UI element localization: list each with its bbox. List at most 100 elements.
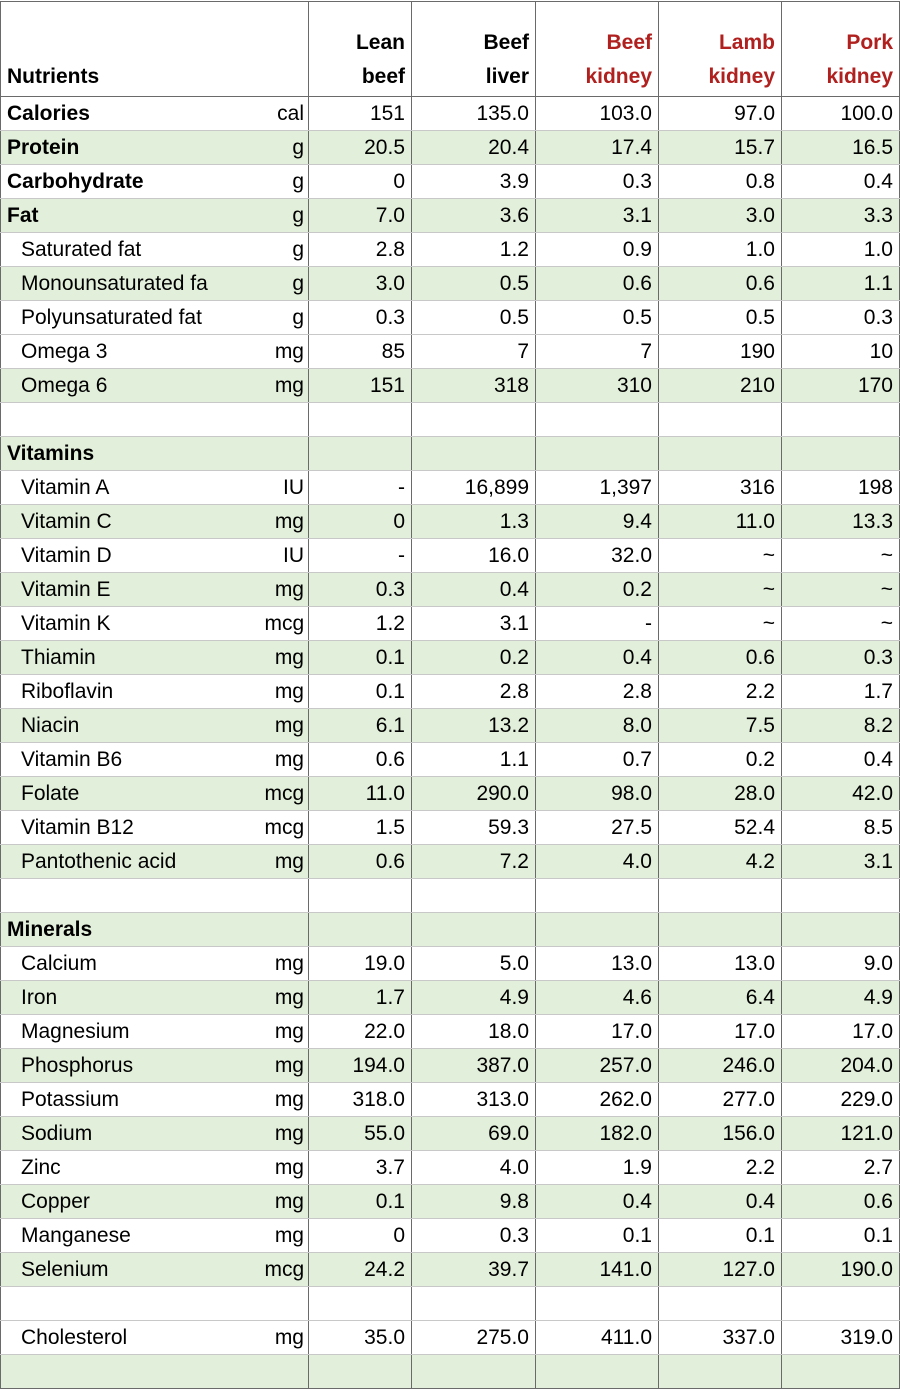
value-cell: 4.0 [535, 844, 659, 879]
table-row: Protein g 20.5 20.4 17.4 15.7 16.5 [0, 130, 900, 165]
value-cell: 15.7 [658, 130, 782, 165]
nutrient-name: Vitamin C [0, 504, 259, 539]
value-cell: 11.0 [308, 776, 412, 811]
value-cell: 17.0 [535, 1014, 659, 1049]
value-cell: 103.0 [535, 96, 659, 131]
value-cell: 0.3 [308, 572, 412, 607]
empty-cell [308, 1286, 412, 1321]
empty-cell [781, 912, 900, 947]
value-cell: 290.0 [411, 776, 536, 811]
unit: mg [258, 1150, 309, 1185]
empty-cell [781, 1354, 900, 1389]
value-cell: 13.2 [411, 708, 536, 743]
table-row: Riboflavin mg 0.1 2.8 2.8 2.2 1.7 [0, 674, 900, 709]
value-cell: 6.1 [308, 708, 412, 743]
nutrient-name: Potassium [0, 1082, 259, 1117]
nutrient-name: Polyunsaturated fat [0, 300, 259, 335]
value-cell: 0.2 [658, 742, 782, 777]
value-cell: 17.4 [535, 130, 659, 165]
value-cell: 3.7 [308, 1150, 412, 1185]
nutrient-name: Omega 3 [0, 334, 259, 369]
value-cell: 387.0 [411, 1048, 536, 1083]
value-cell: 1.0 [781, 232, 900, 267]
table-row: Minerals [0, 912, 900, 947]
table-row: Magnesium mg 22.0 18.0 17.0 17.0 17.0 [0, 1014, 900, 1049]
value-cell: 170 [781, 368, 900, 403]
empty-cell [535, 1354, 659, 1389]
value-cell: 1.3 [411, 504, 536, 539]
value-cell: 28.0 [658, 776, 782, 811]
table-row: Saturated fat g 2.8 1.2 0.9 1.0 1.0 [0, 232, 900, 267]
nutrient-name: Thiamin [0, 640, 259, 675]
value-cell: 0.1 [535, 1218, 659, 1253]
value-cell: 11.0 [658, 504, 782, 539]
table-row: Zinc mg 3.7 4.0 1.9 2.2 2.7 [0, 1150, 900, 1185]
unit: mcg [258, 810, 309, 845]
value-cell: 52.4 [658, 810, 782, 845]
unit: g [258, 130, 309, 165]
value-cell: 0.1 [308, 640, 412, 675]
table-row: Niacin mg 6.1 13.2 8.0 7.5 8.2 [0, 708, 900, 743]
nutrient-name: Vitamin K [0, 606, 259, 641]
empty-cell [0, 1286, 309, 1321]
unit: mg [258, 334, 309, 369]
value-cell: 16,899 [411, 470, 536, 505]
value-cell: 151 [308, 368, 412, 403]
value-cell: 135.0 [411, 96, 536, 131]
table-row: Calcium mg 19.0 5.0 13.0 13.0 9.0 [0, 946, 900, 981]
unit: cal [258, 96, 309, 131]
empty-cell [781, 402, 900, 437]
value-cell: 0.6 [658, 640, 782, 675]
value-cell: 22.0 [308, 1014, 412, 1049]
value-cell: 0.6 [535, 266, 659, 301]
value-cell: 0 [308, 504, 412, 539]
value-cell: 6.4 [658, 980, 782, 1015]
unit: IU [258, 470, 309, 505]
empty-cell [535, 1286, 659, 1321]
value-cell: 2.2 [658, 674, 782, 709]
section-title: Vitamins [0, 436, 309, 471]
value-cell: 85 [308, 334, 412, 369]
column-header: Beef kidney [535, 1, 659, 97]
value-cell: 0.6 [308, 844, 412, 879]
value-cell: 0.5 [411, 266, 536, 301]
value-cell: 2.8 [411, 674, 536, 709]
table-row: Vitamin D IU -16.0 32.0 ~ ~ [0, 538, 900, 573]
value-cell: 9.4 [535, 504, 659, 539]
column-header: Lamb kidney [658, 1, 782, 97]
value-cell: 1.2 [308, 606, 412, 641]
table-row: Iron mg 1.7 4.9 4.6 6.4 4.9 [0, 980, 900, 1015]
value-cell: 4.6 [535, 980, 659, 1015]
value-cell: 0.5 [535, 300, 659, 335]
value-cell: 257.0 [535, 1048, 659, 1083]
value-cell: 13.3 [781, 504, 900, 539]
unit: mg [258, 504, 309, 539]
value-cell: 98.0 [535, 776, 659, 811]
value-cell: 19.0 [308, 946, 412, 981]
value-cell: 3.6 [411, 198, 536, 233]
column-header: Pork kidney [781, 1, 900, 97]
empty-cell [781, 878, 900, 913]
table-row [0, 1286, 900, 1321]
empty-cell [781, 1286, 900, 1321]
nutrient-name: Manganese [0, 1218, 259, 1253]
empty-cell [0, 878, 309, 913]
value-cell: 0.4 [658, 1184, 782, 1219]
table-row [0, 1354, 900, 1389]
table-row: Fat g 7.0 3.6 3.1 3.0 3.3 [0, 198, 900, 233]
value-cell: 0.3 [781, 300, 900, 335]
value-cell: 0 [308, 164, 412, 199]
nutrient-name: Fat [0, 198, 259, 233]
value-cell: 1.1 [781, 266, 900, 301]
value-cell: 13.0 [658, 946, 782, 981]
value-cell: 318 [411, 368, 536, 403]
table-row: Pantothenic acid mg 0.6 7.2 4.0 4.2 3.1 [0, 844, 900, 879]
table-row: Monounsaturated fa g 3.0 0.5 0.6 0.6 1.1 [0, 266, 900, 301]
unit: g [258, 232, 309, 267]
empty-cell [411, 402, 536, 437]
value-cell: 190.0 [781, 1252, 900, 1287]
value-cell: 0 [308, 1218, 412, 1253]
value-cell: 0.4 [411, 572, 536, 607]
